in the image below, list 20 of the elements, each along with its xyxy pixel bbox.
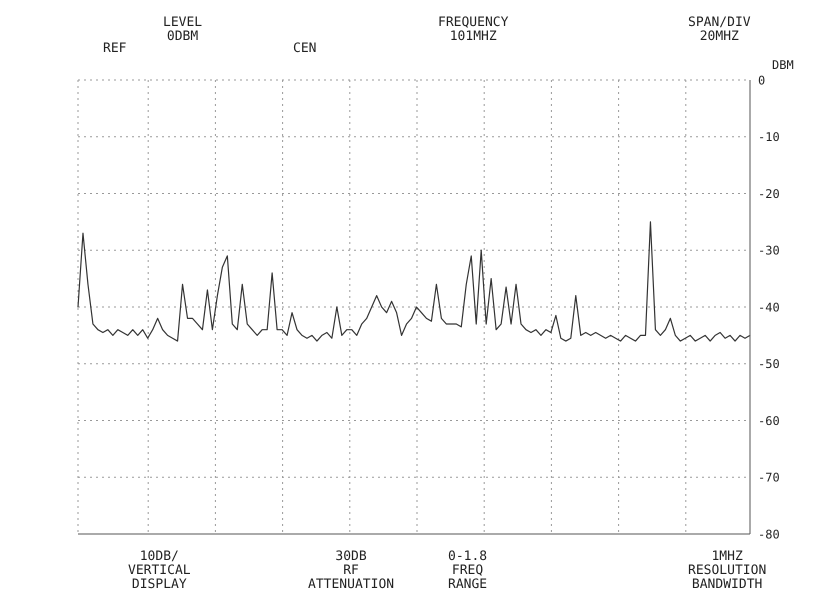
text: SPAN/DIV 20MHZ — [688, 15, 751, 44]
y-tick-label: -50 — [758, 357, 780, 372]
y-axis-title: DBM — [772, 58, 794, 72]
y-tick-label: 0 — [758, 73, 766, 88]
y-tick-label: -60 — [758, 414, 780, 428]
y-tick-label: -70 — [758, 470, 780, 485]
text: CEN — [293, 41, 316, 56]
line-series — [77, 221, 751, 342]
text: FREQUENCY 101MHZ — [438, 15, 508, 44]
y-tick-label: -10 — [758, 130, 780, 144]
y-tick-label: -80 — [758, 527, 780, 542]
text: 0-1.8 FREQ RANGE — [448, 549, 488, 592]
y-tick-label: -40 — [758, 300, 780, 314]
text: 1MHZ RESOLUTION BANDWIDTH — [688, 549, 766, 592]
text: REF — [103, 41, 126, 56]
text: LEVEL 0DBM — [163, 15, 202, 44]
y-tick-label: -20 — [758, 186, 780, 201]
text: 30DB RF ATTENUATION — [308, 549, 394, 592]
y-tick-label: -30 — [758, 244, 780, 258]
text: 10DB/ VERTICAL DISPLAY — [128, 549, 191, 592]
